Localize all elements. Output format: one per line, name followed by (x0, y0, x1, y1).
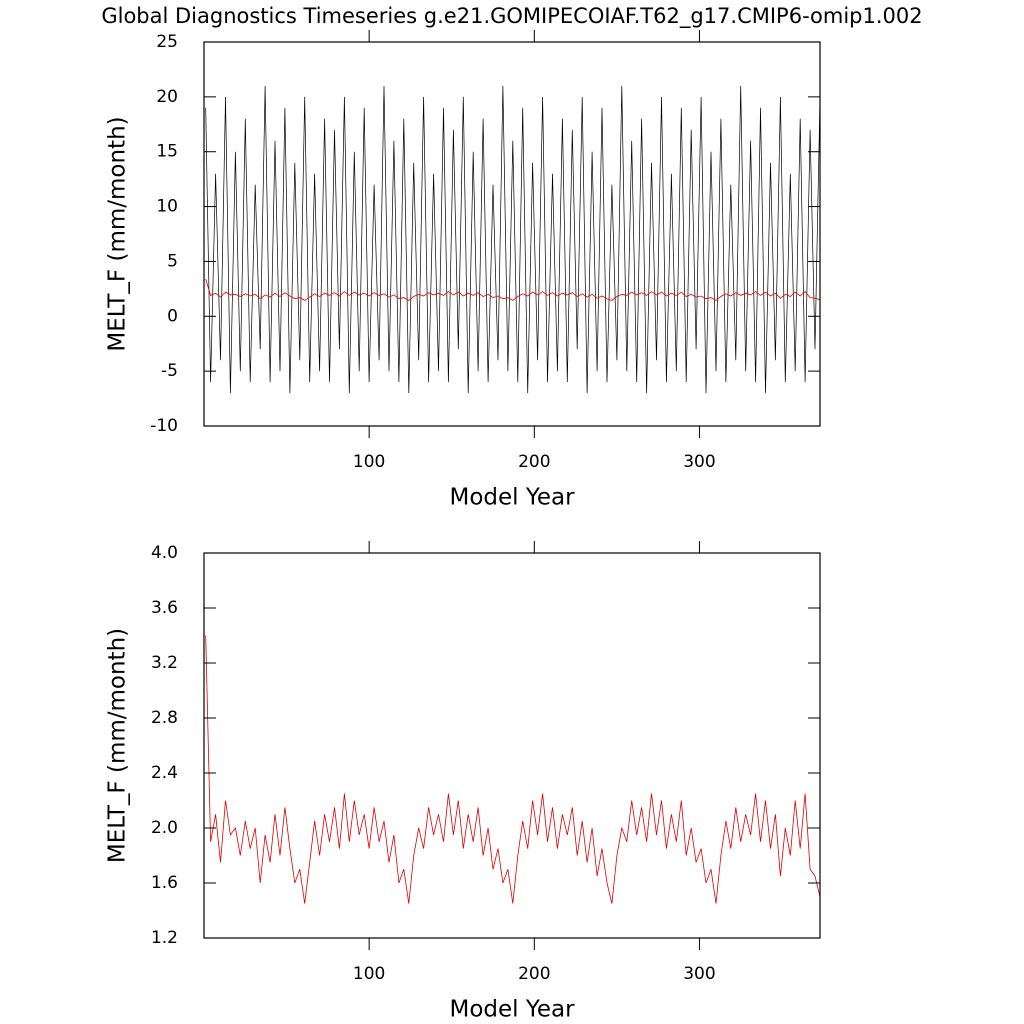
y-tick-label: 20 (156, 87, 178, 107)
y-tick-label: 25 (156, 32, 178, 52)
y-tick-label: -5 (161, 361, 178, 381)
y-tick-label: 3.6 (151, 598, 178, 618)
x-tick-label: 200 (518, 452, 550, 472)
y-tick-label: 2.4 (151, 763, 178, 783)
x-tick-label: 300 (683, 964, 715, 984)
y-tick-label: 10 (156, 197, 178, 217)
data-line (205, 85, 821, 394)
y-axis-label: MELT_F (mm/month) (105, 116, 131, 351)
x-tick-label: 200 (518, 964, 550, 984)
plot-frame (203, 41, 821, 427)
y-tick-label: 1.2 (151, 928, 178, 948)
x-tick-label: 100 (353, 452, 385, 472)
x-axis-label: Model Year (449, 485, 575, 511)
x-tick-label: 100 (353, 964, 385, 984)
x-tick-label: 300 (683, 452, 715, 472)
plot-frame (203, 552, 821, 939)
y-tick-label: 2.0 (151, 818, 178, 838)
y-tick-label: 3.2 (151, 653, 178, 673)
x-axis-label: Model Year (449, 997, 575, 1023)
y-axis-label: MELT_F (mm/month) (105, 628, 131, 863)
data-line (205, 635, 821, 904)
y-tick-label: 5 (167, 251, 178, 271)
y-tick-label: 1.6 (151, 873, 178, 893)
data-line (205, 278, 821, 301)
y-tick-label: -10 (150, 416, 178, 436)
y-tick-label: 0 (167, 306, 178, 326)
figure-title: Global Diagnostics Timeseries g.e21.GOMI… (101, 4, 922, 29)
y-tick-label: 4.0 (151, 543, 178, 563)
y-tick-label: 15 (156, 142, 178, 162)
y-tick-label: 2.8 (151, 708, 178, 728)
